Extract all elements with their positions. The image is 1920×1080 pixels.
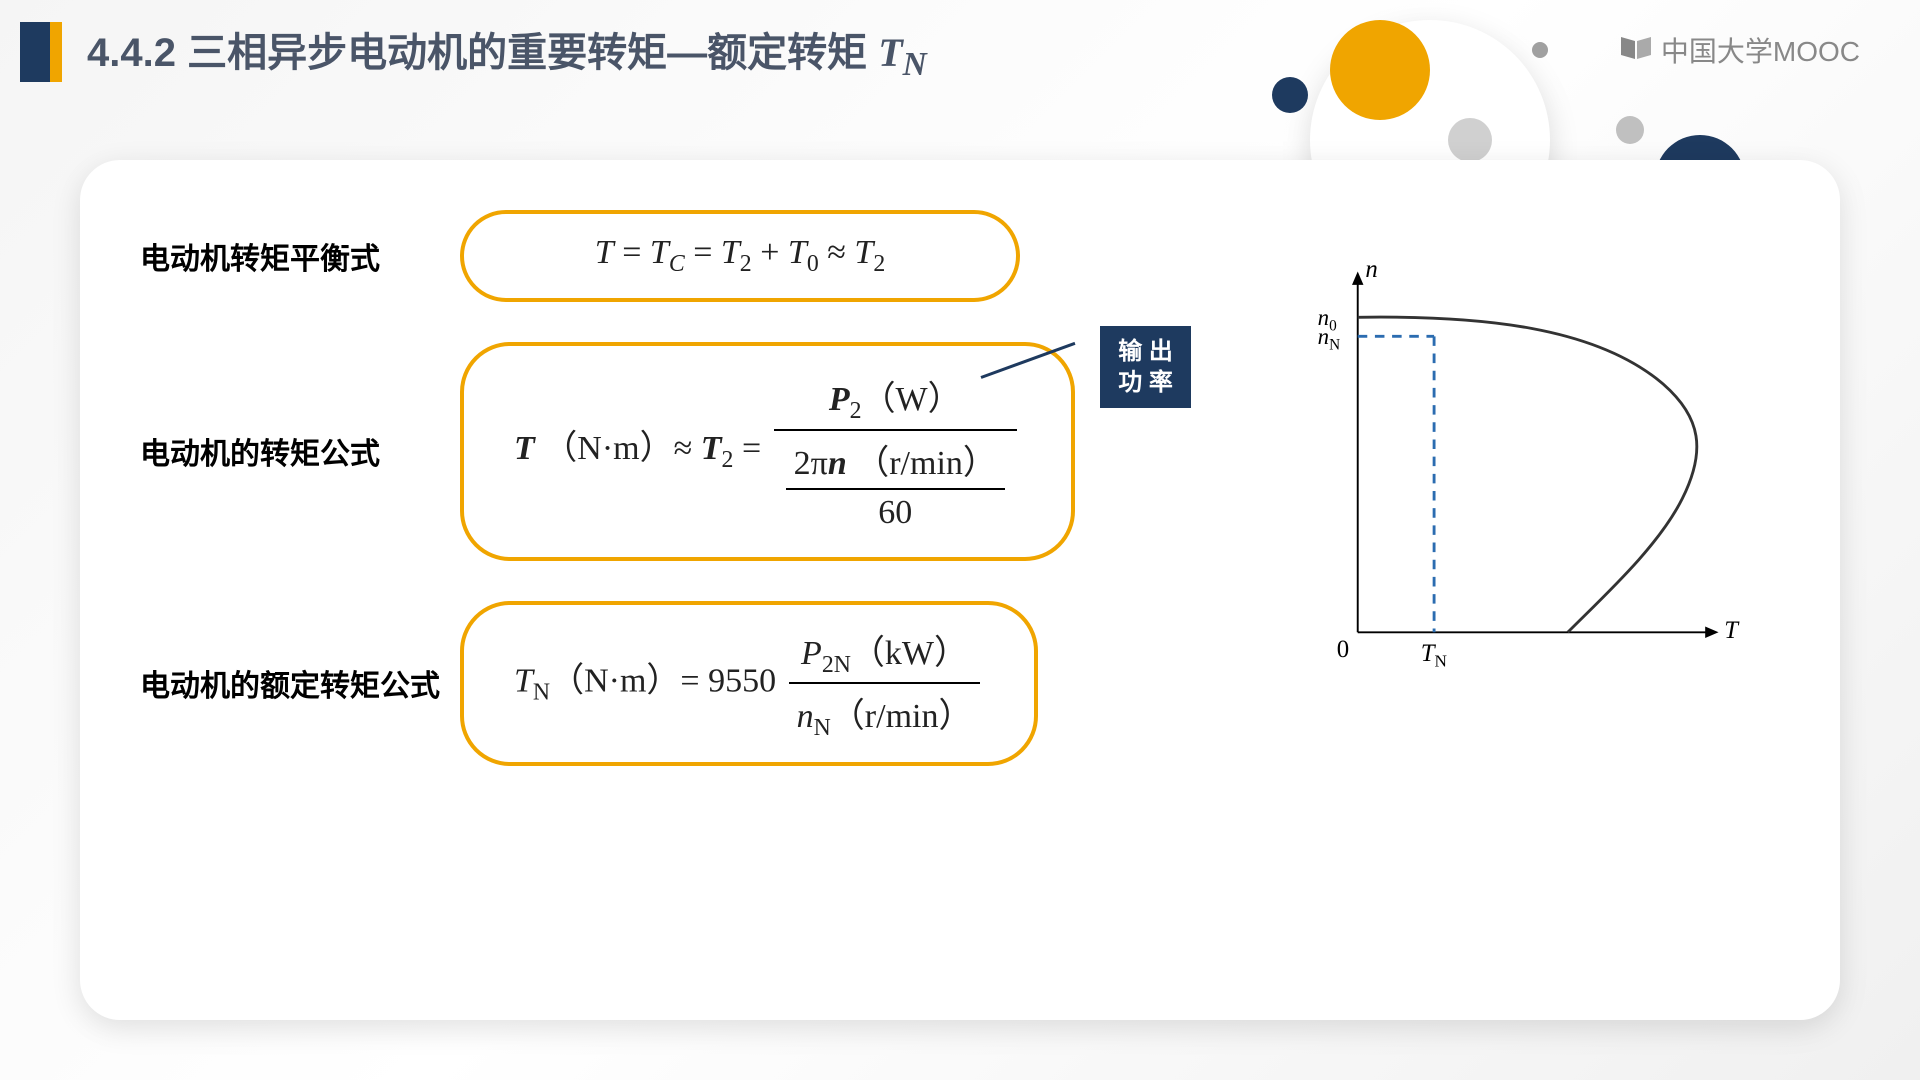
book-icon: [1619, 33, 1653, 68]
row-label: 电动机的转矩公式: [140, 429, 460, 473]
deco-circle: [1448, 118, 1492, 162]
row-label: 电动机的额定转矩公式: [140, 661, 460, 705]
title-accent-amber: [50, 22, 62, 82]
page-title: 4.4.2 三相异步电动机的重要转矩—额定转矩 TN: [87, 20, 927, 84]
svg-text:TN: TN: [1421, 640, 1447, 671]
mooc-logo: 中国大学MOOC: [1619, 30, 1860, 70]
deco-circle: [1330, 20, 1430, 120]
title-bar: 4.4.2 三相异步电动机的重要转矩—额定转矩 TN: [20, 20, 927, 84]
formula-box: T = TC = T2 + T0 ≈ T2: [460, 210, 1020, 302]
title-accent-navy: [20, 22, 50, 82]
content-panel: 电动机转矩平衡式T = TC = T2 + T0 ≈ T2 电动机的转矩公式T （…: [80, 160, 1840, 1020]
deco-circle: [1272, 77, 1308, 113]
svg-text:0: 0: [1337, 636, 1349, 663]
deco-circle: [1532, 42, 1548, 58]
section-number: 4.4.2: [87, 31, 176, 75]
callout-line: [980, 342, 1075, 379]
row-label: 电动机转矩平衡式: [140, 234, 460, 278]
title-symbol: TN: [878, 30, 927, 75]
svg-text:T: T: [1724, 617, 1740, 644]
svg-text:n: n: [1365, 260, 1377, 283]
logo-text: 中国大学MOOC: [1661, 30, 1860, 70]
svg-text:nN: nN: [1318, 324, 1340, 354]
formula-box: TN（N·m）= 9550 P2N（kW）nN（r/min）: [460, 601, 1038, 767]
torque-speed-chart: nT0n0nNTN: [1300, 260, 1740, 680]
title-main: 三相异步电动机的重要转矩—额定转矩: [187, 31, 867, 75]
formula-box: T （N·m）≈ T2 = P2（W）2πn （r/min）60输 出功 率: [460, 342, 1075, 561]
deco-circle: [1616, 116, 1644, 144]
callout-label: 输 出功 率: [1100, 326, 1191, 408]
